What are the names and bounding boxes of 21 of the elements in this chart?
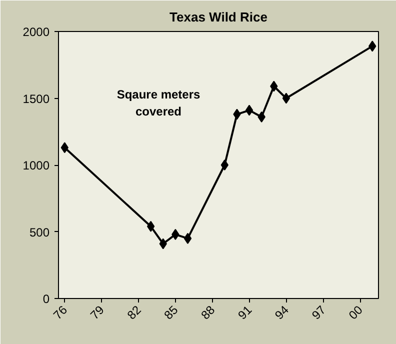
x-tick-label: 97 — [309, 302, 329, 322]
y-tick-label: 1000 — [22, 158, 50, 172]
x-tick-label: 94 — [272, 302, 292, 322]
point — [146, 220, 155, 232]
point — [245, 104, 254, 116]
x-tick-label: 00 — [346, 302, 366, 322]
chart-title: Texas Wild Rice — [170, 10, 268, 24]
x-tick-label: 76 — [50, 302, 70, 322]
point — [220, 160, 228, 170]
x-tick-label: 82 — [124, 302, 144, 322]
y-tick-label: 500 — [29, 225, 50, 240]
x-tick-label: 85 — [161, 302, 181, 322]
x-tick-label: 79 — [88, 302, 108, 322]
x-tick-label: 88 — [198, 302, 218, 322]
y-tick-label: 2000 — [22, 25, 50, 39]
x-tick-label: 91 — [235, 302, 255, 322]
point — [184, 232, 192, 244]
annotation: Sqaure meters covered — [116, 88, 201, 118]
y-tick-label: 1500 — [22, 92, 50, 106]
point — [282, 92, 290, 104]
y-tick-label: 0 — [42, 292, 50, 306]
